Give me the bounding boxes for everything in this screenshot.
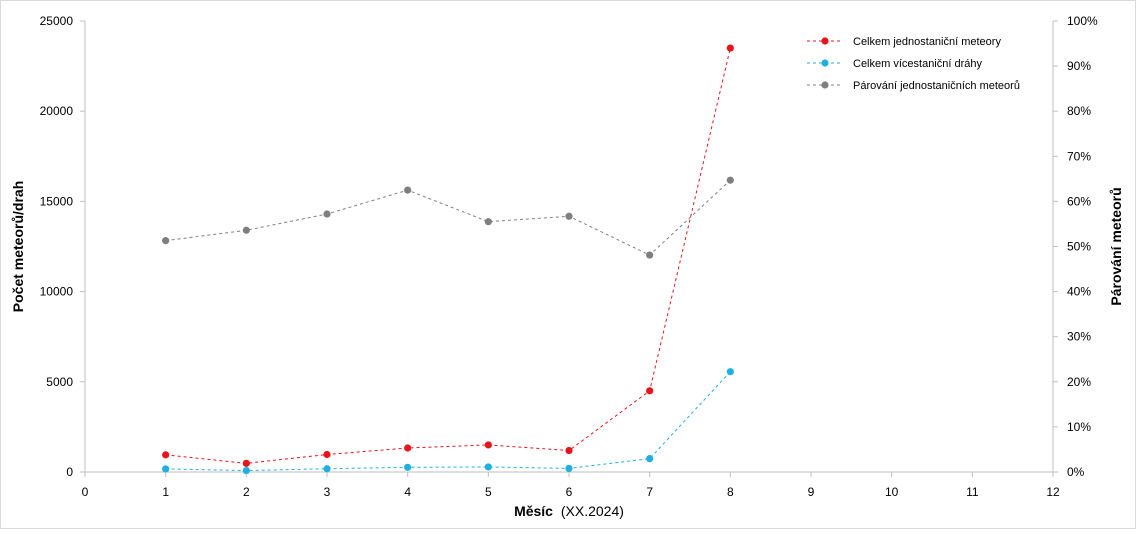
series-2-point <box>726 368 734 376</box>
series-2-point <box>404 463 412 471</box>
series-2-line <box>165 371 731 472</box>
series-3-point <box>404 186 412 194</box>
x-tick-label: 8 <box>727 485 734 499</box>
legend-label-1: Celkem jednostaniční meteory <box>853 36 1001 48</box>
x-axis-title-main: Měsíc <box>514 503 553 519</box>
legend-label-2: Celkem vícestaniční dráhy <box>853 58 982 70</box>
y2-tick-label: 50% <box>1067 240 1091 254</box>
y-tick-label: 25000 <box>40 14 74 28</box>
series-3-point <box>484 218 492 226</box>
x-tick-label: 9 <box>808 485 815 499</box>
series-1-point <box>404 444 412 452</box>
series-1-point <box>484 441 492 449</box>
series <box>162 44 734 475</box>
series-3-point <box>242 226 250 234</box>
legend-marker-2 <box>821 59 829 67</box>
series-2-point <box>646 455 654 463</box>
series-3-point <box>565 212 573 220</box>
series-3-point <box>323 210 331 218</box>
series-1-point <box>162 451 170 459</box>
x-tick-label: 1 <box>162 485 169 499</box>
series-1-point <box>565 446 573 455</box>
y-tick-label: 15000 <box>40 194 74 208</box>
y2-tick-label: 30% <box>1067 330 1091 344</box>
series-3-point <box>646 251 654 259</box>
legend-label-3: Párování jednostaničních meteorů <box>853 80 1020 92</box>
x-tick-label: 11 <box>966 485 979 499</box>
y2-tick-label: 60% <box>1067 194 1091 208</box>
y2-tick-label: 40% <box>1067 285 1091 299</box>
series-1-line <box>165 47 731 464</box>
y-axis-title: Počet meteorů/drah <box>10 181 26 312</box>
x-tick-label: 2 <box>243 485 250 499</box>
series-3-point <box>726 176 734 184</box>
y2-tick-label: 0% <box>1067 465 1085 479</box>
series-1-point <box>726 44 734 52</box>
x-tick-label: 7 <box>646 485 653 499</box>
series-3-line <box>165 179 731 256</box>
series-2-point <box>162 465 170 473</box>
y2-tick-label: 20% <box>1067 375 1091 389</box>
x-tick-label: 5 <box>485 485 492 499</box>
series-2-point <box>484 463 492 471</box>
y2-tick-label: 70% <box>1067 149 1091 163</box>
y2-tick-label: 80% <box>1067 104 1091 118</box>
series-2-point <box>565 464 573 472</box>
y-tick-label: 10000 <box>40 285 74 299</box>
series-2-point <box>242 466 250 475</box>
y2-tick-label: 100% <box>1067 14 1098 28</box>
tick-labels: 0 1 2 3 4 5 6 7 8 9 10 11 12050001000015000200002500… <box>40 14 1098 499</box>
y-tick-label: 0 <box>66 465 73 479</box>
x-tick-label: 4 <box>404 485 411 499</box>
y-tick-label: 5000 <box>46 375 73 389</box>
x-axis-title-suffix: (XX.2024) <box>561 503 624 519</box>
x-tick-label: 3 <box>324 485 331 499</box>
x-axis-title: Měsíc (XX.2024) <box>514 503 624 519</box>
x-tick-label: 6 <box>566 485 573 499</box>
x-tick-label: 0 <box>82 485 89 499</box>
series-3-point <box>162 237 170 245</box>
y2-tick-label: 90% <box>1067 59 1091 73</box>
legend-marker-1 <box>821 37 829 45</box>
series-1-point <box>646 387 654 395</box>
x-tick-label: 10 <box>885 485 899 499</box>
series-1-point <box>323 450 331 459</box>
x-tick-label: 12 <box>1046 485 1060 499</box>
legend-marker-3 <box>821 81 829 89</box>
series-2-point <box>323 465 331 473</box>
y2-axis-title: Párování meteorů <box>1108 187 1124 305</box>
y-tick-label: 20000 <box>40 104 74 118</box>
y2-tick-label: 10% <box>1067 420 1091 434</box>
series-1-point <box>242 459 250 467</box>
legend: Celkem jednostaniční meteory Celkem víces… <box>807 36 1020 92</box>
